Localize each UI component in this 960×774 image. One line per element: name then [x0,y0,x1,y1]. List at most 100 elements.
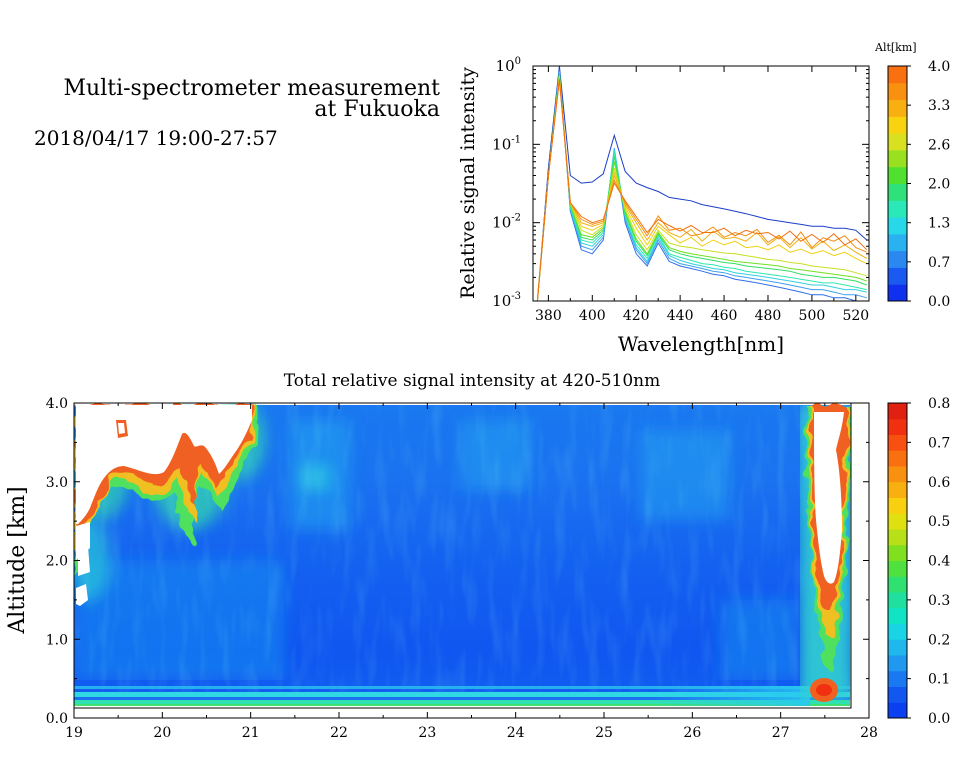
spectrum-x-tick-label: 400 [579,308,606,324]
intensity-colorbar-label: 0.1 [928,672,950,688]
altitude-colorbar-segment [888,82,907,101]
intensity-colorbar-segment [888,702,907,719]
intensity-colorbar-segment [888,623,907,640]
intensity-colorbar-segment [888,529,907,546]
intensity-colorbar-segment [888,560,907,577]
intensity-colorbar-segment [888,576,907,593]
intensity-colorbar-label: 0.5 [928,514,950,530]
altitude-colorbar-label: 2.6 [928,137,950,153]
intensity-colorbar-segment [888,497,907,514]
altitude-colorbar-title: Alt[km] [874,41,917,54]
heatmap-x-tick-label: 22 [330,725,348,741]
altitude-colorbar-segment [888,116,907,134]
intensity-colorbar-segment [888,403,907,420]
intensity-colorbar-segment [888,607,907,624]
altitude-colorbar-segment [888,149,907,168]
intensity-colorbar-label: 0.6 [928,475,950,491]
heatmap-y-tick-label: 4.0 [46,396,68,412]
intensity-colorbar-label: 0.3 [928,593,950,609]
heatmap-x-tick-label: 19 [65,725,83,741]
spectrum-series-line-9 [536,78,868,301]
altitude-colorbar-segment [888,183,907,201]
intensity-colorbar-label: 0.2 [928,632,950,648]
heatmap-x-tick-label: 25 [595,725,613,741]
spectrum-x-tick-label: 440 [667,308,694,324]
altitude-colorbar-label: 2.0 [928,177,950,193]
spectrum-series-line-10 [536,79,867,301]
intensity-colorbar-segment [888,686,907,703]
heatmap-y-axis-label: Altitude [km] [5,486,30,634]
figure-title-line2: at Fukuoka [314,97,440,122]
altitude-colorbar-label: 0.7 [928,255,950,271]
spectrum-series-line-1 [536,69,867,301]
altitude-colorbar-segment [888,284,907,302]
intensity-colorbar-label: 0.8 [928,396,950,412]
spectrum-x-tick-label: 380 [535,308,562,324]
heatmap-x-tick-label: 26 [683,725,701,741]
altitude-colorbar-label: 0.0 [928,294,950,310]
heatmap-chart: Total relative signal intensity at 420-5… [5,371,950,741]
spectrum-x-tick-label: 520 [842,308,869,324]
spectrum-series-line-11 [536,80,868,301]
spectrum-y-tick-label: 10-1 [492,134,521,153]
intensity-colorbar-label: 0.4 [928,554,950,570]
intensity-colorbar-segment [888,655,907,672]
heatmap-cloud-left [74,405,258,606]
heatmap-x-tick-label: 21 [242,725,260,741]
intensity-colorbar-label: 0.7 [928,435,950,451]
intensity-colorbar-segment [888,670,907,687]
spectrum-x-tick-label: 460 [711,308,738,324]
altitude-colorbar-segment [888,250,907,268]
heatmap-low-layers [74,686,850,706]
altitude-colorbar-segment [888,233,907,252]
altitude-colorbar-segment [888,166,907,184]
intensity-colorbar-segment [888,544,907,561]
intensity-colorbar-segment [888,592,907,609]
heatmap-x-tick-label: 23 [418,725,436,741]
spectrum-series-line-0 [536,66,868,301]
spectrum-plot-frame [532,65,870,302]
intensity-colorbar-segment [888,450,907,467]
spectrum-x-axis-label: Wavelength[nm] [618,332,784,356]
altitude-colorbar-segment [888,217,907,235]
spectrum-series-line-4 [536,72,867,301]
spectrum-series-line-6 [536,74,867,301]
heatmap-x-tick-label: 28 [860,725,878,741]
spectrum-y-tick-label: 10-2 [492,213,521,232]
spectrum-y-tick-label: 100 [496,56,521,75]
heatmap-x-tick-label: 27 [772,725,790,741]
altitude-colorbar-segment [888,133,907,151]
heatmap-x-tick-label: 24 [507,725,525,741]
altitude-colorbar-label: 4.0 [928,59,950,75]
heatmap-y-tick-label: 2.0 [46,554,68,570]
spectrum-x-tick-label: 480 [755,308,782,324]
intensity-colorbar-segment [888,434,907,451]
intensity-colorbar-segment [888,418,907,435]
altitude-colorbar-segment [888,66,907,84]
altitude-colorbar-segment [888,200,907,218]
heatmap-y-tick-label: 1.0 [46,632,68,648]
altitude-colorbar-label: 3.3 [928,98,950,114]
intensity-colorbar-segment [888,513,907,530]
heatmap-x-tick-label: 20 [153,725,171,741]
altitude-colorbar-label: 1.3 [928,216,950,232]
spectrum-y-axis-label: Relative signal intensity [457,67,479,299]
intensity-colorbar-segment [888,481,907,498]
intensity-colorbar-segment [888,466,907,483]
intensity-colorbar-segment [888,639,907,656]
spectrum-series-line-5 [536,73,867,301]
altitude-colorbar-segment [888,99,907,117]
heatmap-cloud-right [800,405,851,702]
figure-date-range: 2018/04/17 19:00-27:57 [34,126,278,150]
spectrum-series-line-3 [536,71,867,301]
spectrum-x-tick-label: 420 [623,308,650,324]
intensity-colorbar-label: 0.0 [928,711,950,727]
spectrum-x-tick-label: 500 [799,308,826,324]
spectrum-series-line-2 [536,71,867,301]
figure-title-line1: Multi-spectrometer measurement [64,76,441,101]
spectrum-y-tick-label: 10-3 [492,291,521,310]
heatmap-title: Total relative signal intensity at 420-5… [284,371,660,391]
altitude-colorbar-segment [888,267,907,285]
spectrum-series-line-7 [536,75,867,301]
